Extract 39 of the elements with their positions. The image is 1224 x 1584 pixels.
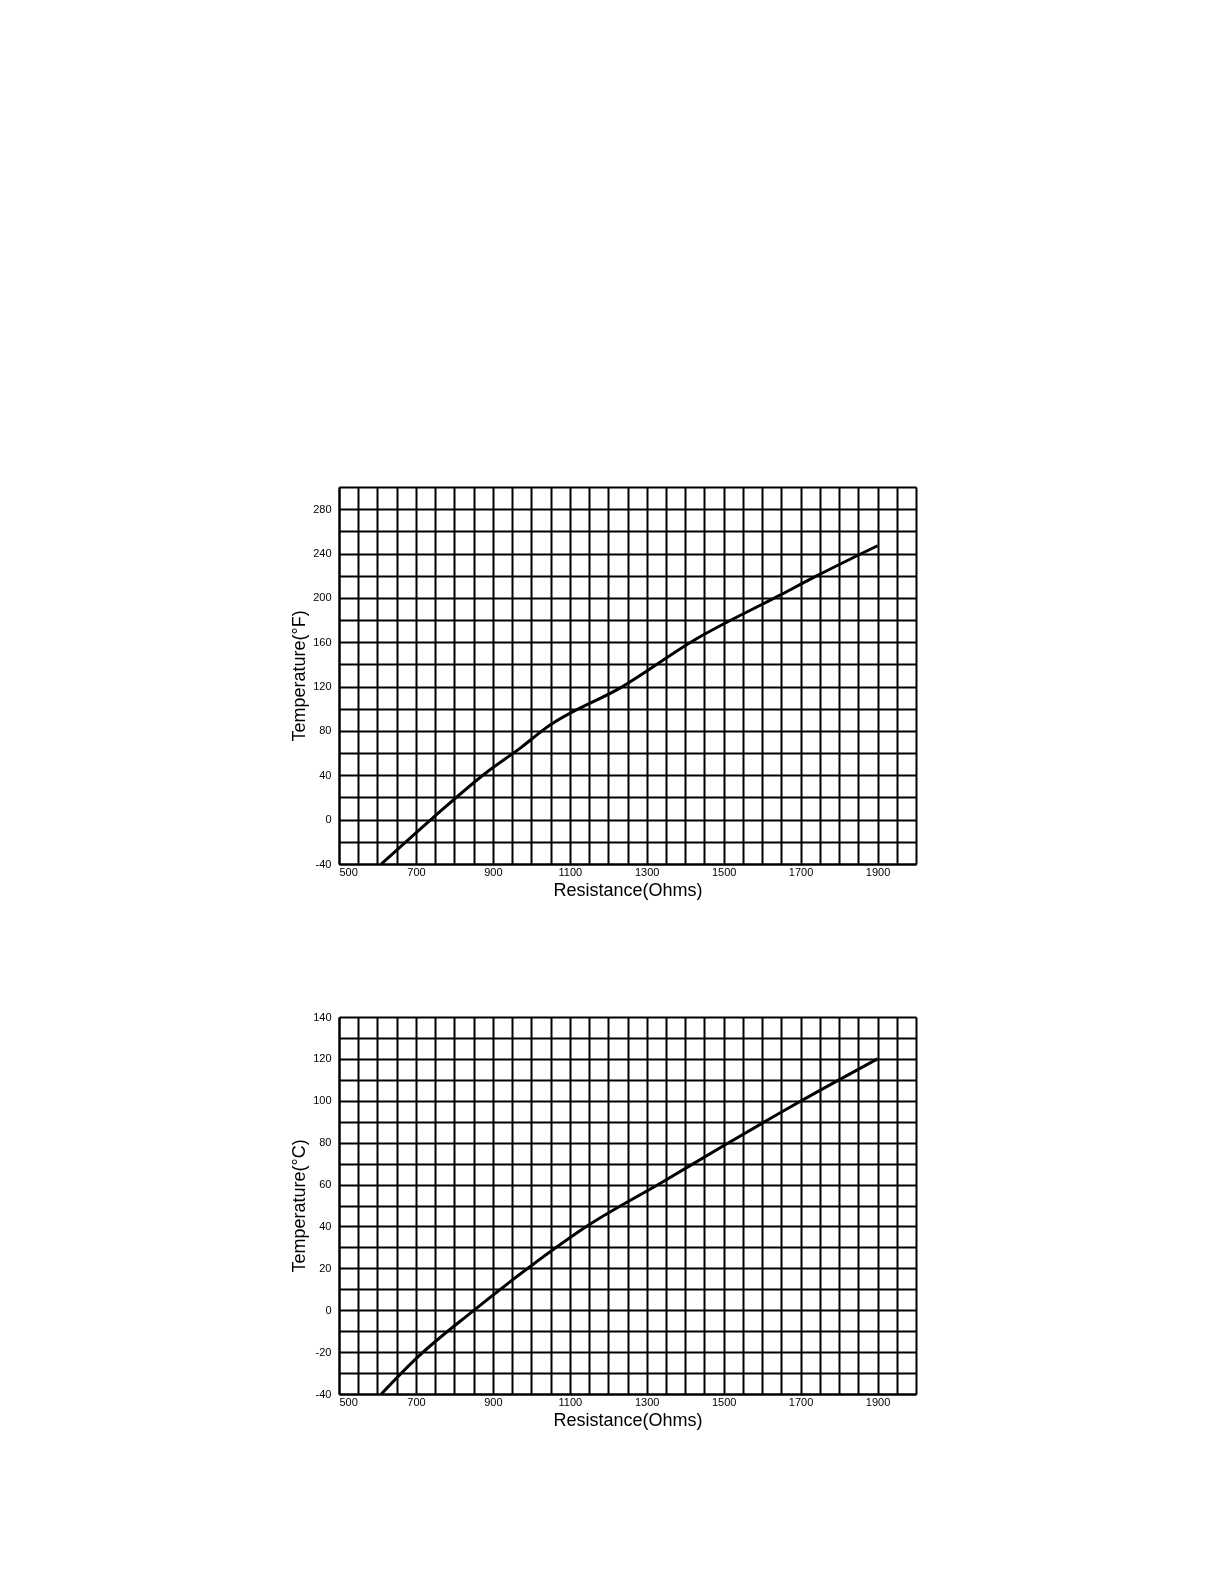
x-axis-title: Resistance(Ohms) [553, 1409, 703, 1430]
y-tick-label: 40 [319, 1219, 332, 1232]
x-tick-label: 1100 [558, 1395, 583, 1408]
y-tick-label: -40 [315, 1387, 332, 1400]
y-tick-label: 240 [313, 547, 332, 560]
y-tick-label: 60 [319, 1178, 332, 1191]
y-tick-label: 0 [325, 813, 332, 826]
y-tick-label: 200 [313, 591, 332, 604]
y-tick-label: 100 [313, 1094, 332, 1107]
x-tick-label: 500 [339, 1395, 358, 1408]
x-tick-label: 900 [484, 1395, 503, 1408]
x-tick-label: 700 [407, 865, 426, 878]
x-tick-label: 1700 [788, 1395, 814, 1408]
x-tick-label: 900 [484, 865, 503, 878]
y-tick-label: 120 [313, 1052, 332, 1065]
x-tick-label: 1100 [558, 865, 583, 878]
y-tick-label: 20 [319, 1261, 332, 1274]
y-tick-label: 80 [319, 1136, 332, 1149]
x-tick-label: 500 [339, 865, 358, 878]
x-tick-label: 700 [407, 1395, 426, 1408]
y-tick-label: 80 [319, 724, 332, 737]
y-axis-title: Temperature(°F) [289, 610, 310, 742]
y-tick-label: 120 [313, 680, 332, 693]
y-tick-label: 40 [319, 768, 332, 781]
x-axis-title: Resistance(Ohms) [553, 879, 703, 900]
x-tick-label: 1500 [711, 1395, 737, 1408]
y-axis-title: Temperature(°C) [289, 1139, 310, 1273]
x-tick-label: 1300 [634, 865, 660, 878]
y-tick-label: 160 [313, 635, 332, 648]
x-tick-label: 1500 [711, 865, 737, 878]
y-tick-label: -40 [315, 857, 332, 870]
x-tick-label: 1900 [865, 1395, 891, 1408]
x-tick-label: 1300 [634, 1395, 660, 1408]
y-tick-label: 0 [325, 1303, 332, 1316]
y-tick-label: 140 [313, 1010, 332, 1023]
y-tick-label: 280 [313, 502, 332, 515]
x-tick-label: 1700 [788, 865, 814, 878]
y-tick-label: -20 [315, 1345, 332, 1358]
x-tick-label: 1900 [865, 865, 891, 878]
